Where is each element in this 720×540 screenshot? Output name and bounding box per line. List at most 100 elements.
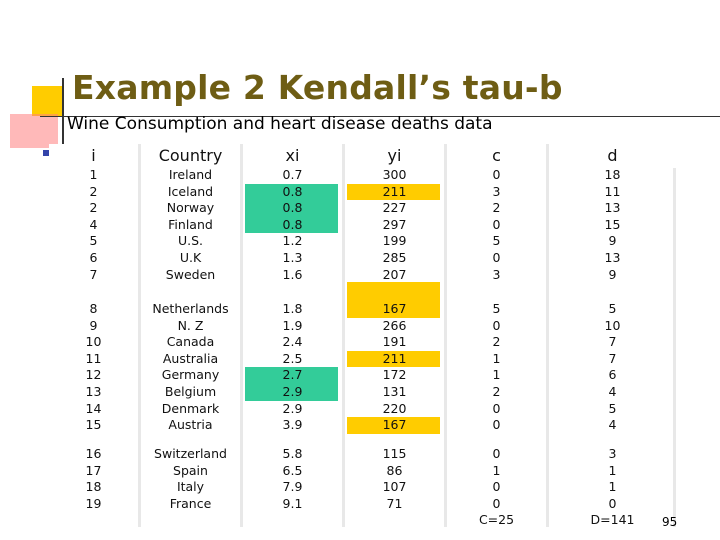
cell-d: 13 [604, 200, 621, 216]
cell-c: 3 [492, 266, 501, 282]
cell-xi: 1.9 [282, 317, 303, 333]
cell-highlight [347, 183, 440, 201]
cell-d: 7 [608, 334, 617, 350]
header-xi: xi [243, 144, 342, 168]
cell-country: Sweden [165, 266, 216, 282]
decor-yellow-square [32, 86, 62, 116]
cell-d: 15 [604, 216, 621, 232]
cell-yi: 172 [382, 367, 407, 383]
cell-c: 2 [492, 200, 501, 216]
cell-xi: 0.7 [282, 167, 303, 182]
cell-index: 8 [89, 301, 98, 316]
cell-xi: 0.8 [282, 183, 303, 199]
cell-yi: 266 [382, 317, 407, 333]
header-country: Country [141, 144, 240, 168]
cell-country: Iceland [167, 183, 214, 199]
cell-yi: 191 [382, 334, 407, 350]
cell-country: U.K [179, 250, 202, 265]
cell-c: 3 [492, 183, 501, 199]
decor-vertical-line [62, 78, 64, 148]
cell-c: 1 [492, 367, 501, 383]
cell-index: 2 [89, 200, 98, 216]
slide-subtitle: Wine Consumption and heart disease death… [67, 114, 493, 134]
cell-xi: 9.1 [282, 495, 303, 511]
cell-xi: 2.5 [282, 350, 303, 366]
cell-country: Finland [168, 216, 213, 232]
cell-yi: 167 [382, 301, 407, 316]
cell-d: 4 [608, 384, 617, 399]
cell-xi: 3.9 [282, 417, 303, 433]
cell-d: 13 [604, 250, 621, 265]
header-d: d [549, 144, 676, 168]
cell-xi: 2.9 [282, 384, 303, 399]
cell-yi: 220 [382, 400, 407, 416]
cell-index: 16 [85, 446, 102, 461]
cell-xi: 1.6 [282, 266, 303, 282]
cell-c: 0 [492, 479, 501, 495]
cell-c: 1 [492, 350, 501, 366]
cell-xi: 2.4 [282, 334, 303, 350]
cell-c: 0 [492, 250, 501, 265]
cell-country: Netherlands [152, 301, 229, 316]
cell-d: 1 [608, 462, 617, 478]
cell-country: Australia [162, 350, 219, 366]
cell-yi: 300 [382, 167, 407, 182]
cell-country: Austria [168, 417, 213, 433]
page-number: 95 [662, 515, 678, 529]
cell-index: 19 [85, 495, 102, 511]
total-d: D=141 [590, 512, 635, 528]
cell-yi: 115 [382, 446, 407, 461]
cell-d: 11 [604, 183, 621, 199]
cell-c: 0 [492, 400, 501, 416]
cell-d: 4 [608, 417, 617, 433]
cell-country: Switzerland [154, 446, 227, 461]
cell-c: 1 [492, 462, 501, 478]
cell-yi: 207 [382, 266, 407, 282]
cell-d: 7 [608, 350, 617, 366]
table-grid-vline [444, 144, 447, 527]
cell-xi: 1.2 [282, 233, 303, 249]
cell-c: 0 [492, 317, 501, 333]
cell-d: 9 [608, 266, 617, 282]
cell-index: 10 [85, 334, 102, 350]
bullet-marker [43, 150, 49, 156]
cell-xi: 0.8 [282, 216, 303, 232]
cell-c: 0 [492, 167, 501, 182]
cell-yi: 211 [382, 183, 407, 199]
cell-country: Canada [166, 334, 215, 350]
cell-yi: 71 [386, 495, 403, 511]
cell-country: Belgium [164, 384, 217, 399]
cell-country: France [169, 495, 212, 511]
decor-horizontal-line [40, 116, 720, 117]
cell-xi: 2.9 [282, 400, 303, 416]
cell-highlight [245, 200, 338, 217]
cell-country: Spain [173, 462, 208, 478]
cell-country: N. Z [177, 317, 204, 333]
cell-index: 18 [85, 479, 102, 495]
cell-country: U.S. [177, 233, 204, 249]
cell-d: 0 [608, 495, 617, 511]
cell-highlight [347, 282, 440, 318]
table-grid-vline [240, 144, 243, 527]
cell-c: 0 [492, 495, 501, 511]
cell-d: 6 [608, 367, 617, 383]
cell-yi: 107 [382, 479, 407, 495]
cell-index: 7 [89, 266, 98, 282]
cell-yi: 297 [382, 216, 407, 232]
table-grid-vline [342, 144, 345, 527]
cell-index: 2 [89, 183, 98, 199]
header-c: c [447, 144, 546, 168]
cell-highlight [245, 216, 338, 234]
cell-d: 10 [604, 317, 621, 333]
table-grid-vline [138, 144, 141, 527]
data-table: i Country xi yi c d 1 Ireland 0.7 300 0 18 2 Iceland 0… [49, 144, 676, 527]
cell-d: 18 [604, 167, 621, 182]
cell-highlight [245, 183, 338, 201]
cell-index: 6 [89, 250, 98, 265]
cell-d: 1 [608, 479, 617, 495]
cell-index: 5 [89, 233, 98, 249]
cell-yi: 86 [386, 462, 403, 478]
header-index: i [49, 144, 138, 168]
cell-xi: 2.7 [282, 367, 303, 383]
slide-title: Example 2 Kendall’s tau-b [72, 68, 563, 107]
